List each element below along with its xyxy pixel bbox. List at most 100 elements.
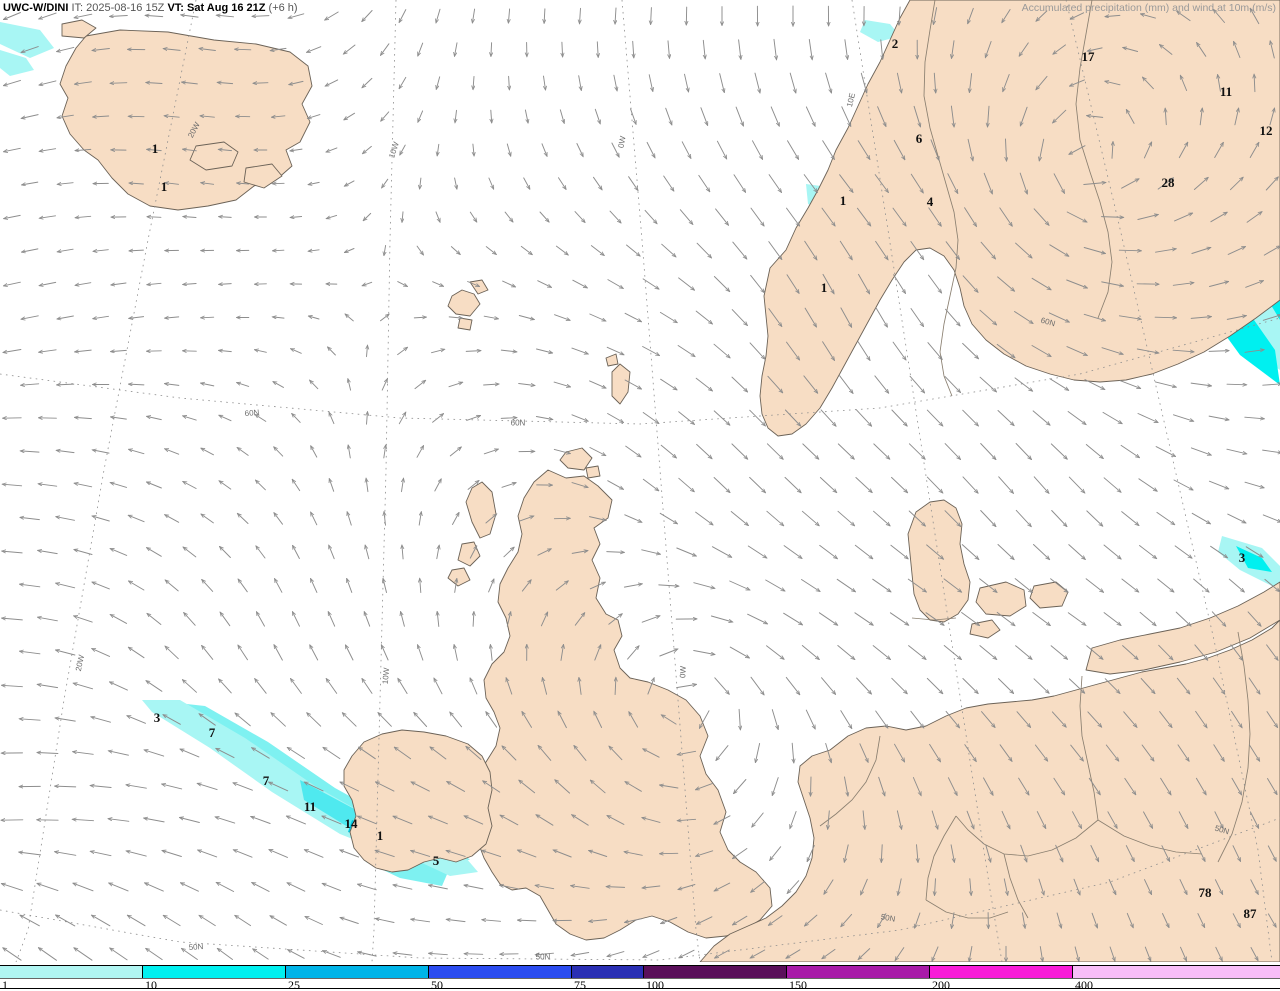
wind-arrow <box>182 949 198 960</box>
wind-arrow <box>818 612 837 625</box>
wind-arrow <box>518 850 537 858</box>
wind-arrow <box>805 106 815 126</box>
wind-arrow <box>1087 47 1103 51</box>
wind-arrow <box>611 142 619 157</box>
wind-arrow <box>964 207 977 227</box>
wind-arrow <box>73 683 94 690</box>
wind-arrow <box>544 75 546 90</box>
wind-arrow <box>470 678 478 695</box>
wind-arrow <box>755 743 761 763</box>
wind-arrow <box>74 550 93 555</box>
wind-arrow <box>1197 43 1207 57</box>
wind-arrow <box>998 678 1014 694</box>
weather-map-canvas[interactable]: 60N 60N 60N 50N 50N 50N 50N 20W 20W 10W 10W 0W 0W 10E… <box>0 0 1280 962</box>
wind-arrow <box>988 105 990 127</box>
wind-arrow <box>1105 15 1121 16</box>
wind-arrow <box>38 617 58 622</box>
colorbar-baseline <box>0 988 1280 989</box>
wind-arrow <box>454 579 457 593</box>
wind-arrow <box>304 782 324 792</box>
wind-arrow <box>1090 845 1099 862</box>
wind-arrow <box>1160 45 1173 55</box>
wind-arrow <box>1227 247 1245 255</box>
wind-arrow <box>1244 481 1264 488</box>
colorbar-segment[interactable] <box>0 966 143 978</box>
wind-arrow <box>269 850 288 858</box>
wind-arrow <box>1190 447 1211 455</box>
colorbar-segment[interactable] <box>143 966 286 978</box>
wind-arrow <box>839 240 852 259</box>
wind-arrow <box>55 852 77 856</box>
wind-arrow <box>606 346 624 354</box>
wind-arrow <box>822 948 836 958</box>
wind-arrow <box>237 183 250 184</box>
wind-arrow <box>766 510 784 525</box>
colorbar-segment[interactable] <box>787 966 930 978</box>
wind-arrow <box>999 207 1012 226</box>
wind-arrow <box>4 214 21 218</box>
colorbar-segment[interactable] <box>644 966 787 978</box>
wind-arrow <box>677 345 695 357</box>
wind-arrow <box>520 245 532 254</box>
precipitation-colorbar[interactable]: 1 10 25 50 75 100 150 200 400 <box>0 962 1280 991</box>
wind-arrow <box>199 714 216 726</box>
wind-arrow <box>750 207 764 226</box>
wind-arrow <box>380 314 390 322</box>
wind-arrow <box>57 315 74 319</box>
wind-arrow <box>1014 377 1033 391</box>
wind-arrow <box>398 412 405 425</box>
wind-arrow <box>473 76 474 90</box>
wind-arrow <box>183 284 197 285</box>
wind-arrow <box>500 350 516 352</box>
wind-arrow <box>1033 678 1049 693</box>
wind-arrow <box>217 15 234 17</box>
wind-arrow <box>624 379 641 389</box>
wind-arrow <box>697 916 713 924</box>
wind-arrow <box>912 777 921 796</box>
wind-arrow <box>1262 449 1280 453</box>
wind-arrow <box>287 816 306 825</box>
wind-arrow <box>57 183 74 185</box>
wind-arrow <box>411 919 431 923</box>
colorbar-segment[interactable] <box>429 966 572 978</box>
colorbar-gradient[interactable] <box>0 965 1280 979</box>
wind-arrow <box>73 819 94 820</box>
wind-arrow <box>698 174 710 191</box>
wind-arrow <box>472 8 476 23</box>
wind-arrow <box>623 584 642 588</box>
colorbar-segment[interactable] <box>1073 966 1280 978</box>
wind-arrow <box>711 546 731 558</box>
wind-arrow <box>678 277 695 290</box>
wind-arrow <box>840 307 852 327</box>
wind-arrow <box>416 245 423 255</box>
colorbar-segment[interactable] <box>572 966 644 978</box>
wind-arrow <box>469 546 476 559</box>
wind-arrow <box>348 379 352 391</box>
wind-arrow <box>715 949 730 958</box>
wind-arrow <box>714 677 729 694</box>
wind-arrow <box>917 844 919 863</box>
wind-arrow <box>435 211 440 222</box>
wind-arrow <box>1248 677 1260 694</box>
wind-arrow <box>483 781 501 793</box>
wind-arrow <box>947 777 957 796</box>
wind-arrow <box>784 409 800 426</box>
wind-arrow <box>733 174 746 192</box>
wind-arrow <box>1211 611 1225 626</box>
wind-arrow <box>537 549 551 556</box>
wind-arrow <box>287 883 306 892</box>
wind-arrow <box>713 276 729 292</box>
colorbar-segment[interactable] <box>286 966 429 978</box>
wind-arrow <box>464 816 484 825</box>
wind-arrow <box>37 753 59 754</box>
wind-arrow <box>393 816 413 825</box>
wind-arrow <box>162 851 182 857</box>
wind-arrow <box>430 747 447 760</box>
wind-arrow <box>147 149 162 150</box>
wind-arrow <box>309 316 320 320</box>
wind-arrow <box>787 880 800 894</box>
colorbar-segment[interactable] <box>930 966 1073 978</box>
wind-arrow <box>732 241 747 259</box>
wind-arrow <box>962 342 979 358</box>
wind-arrow <box>110 483 128 488</box>
